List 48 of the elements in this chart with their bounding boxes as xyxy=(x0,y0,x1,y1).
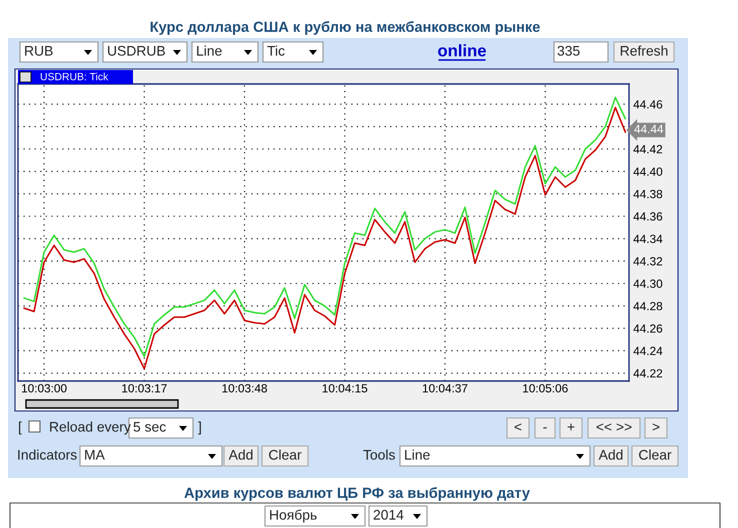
text: MA xyxy=(85,450,105,460)
text: RUB xyxy=(25,46,53,56)
chart-title: Курс доллара США к рублю на межбанковском рынке xyxy=(150,21,540,35)
y-tick-label: 44.28 xyxy=(633,302,662,310)
text: Line xyxy=(405,450,430,460)
text: Архив курсов валют ЦБ РФ за выбранную дату xyxy=(184,487,530,501)
text: Tools xyxy=(363,450,395,460)
text: 2014 xyxy=(374,510,404,520)
text: Tic xyxy=(267,46,285,56)
text: Clear xyxy=(269,450,302,460)
text: 335 xyxy=(558,46,580,56)
text: Line xyxy=(197,46,222,56)
text: < xyxy=(514,423,522,431)
text: > xyxy=(652,423,660,431)
x-tick-label: 10:03:17 xyxy=(122,384,167,392)
text: 44.44 xyxy=(634,124,664,134)
text: Add xyxy=(228,450,252,460)
y-tick-label: 44.26 xyxy=(633,324,662,333)
text: [ xyxy=(18,422,22,434)
y-tick-label: 44.40 xyxy=(633,167,662,176)
y-tick-label: 44.34 xyxy=(633,234,662,244)
text: + xyxy=(568,424,574,430)
x-tick-label: 10:03:00 xyxy=(22,384,67,392)
text: USDRUB xyxy=(108,46,165,56)
text: Reload every xyxy=(50,422,131,434)
y-tick-label: 44.30 xyxy=(633,280,662,288)
text: Indicators xyxy=(18,450,77,460)
x-tick-label: 10:04:37 xyxy=(422,384,468,392)
x-tick-label: 10:03:48 xyxy=(222,384,267,392)
y-tick-label: 44.38 xyxy=(633,190,662,198)
chart-subtitle: USDRUB: Tick xyxy=(40,72,108,80)
text: online xyxy=(438,44,486,56)
text: Refresh xyxy=(620,46,668,56)
text: - xyxy=(543,427,547,428)
y-tick-label: 44.46 xyxy=(633,100,662,109)
text: Ноябрь xyxy=(270,509,317,523)
x-tick-label: 10:04:15 xyxy=(322,384,368,392)
text: Clear xyxy=(639,450,672,460)
y-tick-label: 44.36 xyxy=(633,212,662,221)
text: << >> xyxy=(596,423,632,431)
text: Add xyxy=(598,450,622,460)
y-tick-label: 44.32 xyxy=(633,257,662,266)
text: ] xyxy=(198,422,201,434)
y-tick-label: 44.42 xyxy=(633,145,662,154)
text: 5 sec xyxy=(134,422,166,432)
x-tick-label: 10:05:06 xyxy=(523,384,568,392)
y-tick-label: 44.22 xyxy=(633,369,662,378)
y-tick-label: 44.24 xyxy=(633,346,662,356)
